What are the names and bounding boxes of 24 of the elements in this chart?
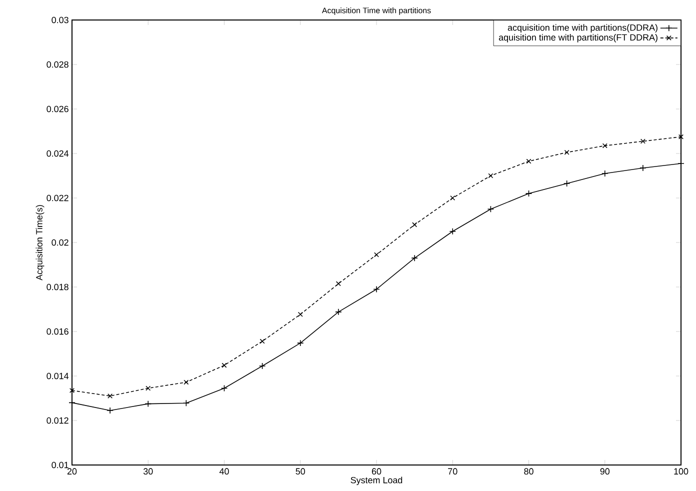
y-tick-label: 0.026 [46, 106, 68, 112]
y-axis-title: Acquisition Time(s) [36, 205, 44, 280]
y-tick-label: 0.012 [46, 417, 68, 424]
legend-label: aquisition time with partitions(FT DDRA) [498, 34, 658, 42]
legend-label: acquisition time with partitions(DDRA) [508, 24, 658, 33]
x-tick-label: 50 [296, 468, 306, 475]
y-tick-label: 0.022 [46, 194, 68, 202]
x-tick-label: 30 [143, 468, 153, 475]
y-tick-label: 0.03 [52, 16, 68, 24]
y-tick-label: 0.01 [52, 462, 68, 468]
x-tick-label: 20 [67, 468, 77, 475]
x-tick-label: 80 [524, 468, 534, 475]
y-tick-label: 0.028 [46, 61, 68, 68]
x-tick-label: 70 [448, 468, 458, 475]
x-tick-label: 60 [372, 468, 382, 475]
x-tick-label: 90 [600, 468, 610, 475]
x-tick-label: 40 [219, 468, 229, 475]
x-tick-label: 100 [674, 468, 688, 475]
y-tick-label: 0.016 [46, 328, 68, 335]
y-tick-label: 0.02 [52, 239, 68, 246]
y-tick-label: 0.018 [46, 284, 68, 290]
y-tick-label: 0.024 [46, 150, 69, 157]
x-axis-title: System Load [350, 476, 402, 486]
y-tick-label: 0.014 [46, 372, 69, 380]
